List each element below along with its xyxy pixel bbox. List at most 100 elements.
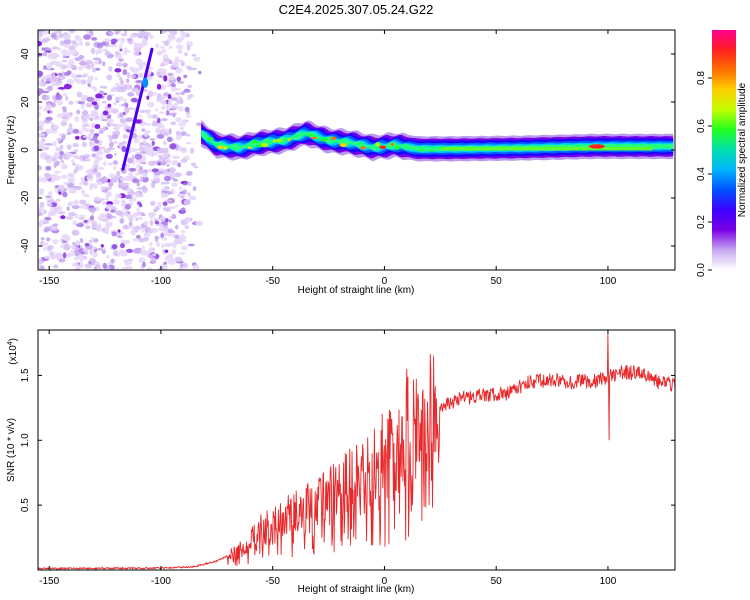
noise-speckle [94,104,99,110]
noise-speckle [154,220,160,225]
noise-speckle [100,186,107,190]
noise-speckle [79,214,86,218]
noise-speckle [124,194,133,199]
signal-core [440,146,653,151]
noise-speckle [111,215,116,219]
noise-speckle [187,94,194,98]
noise-speckle [93,159,100,165]
noise-speckle [70,49,78,56]
y-tick-label: 1.0 [20,433,31,447]
noise-speckle [122,259,130,263]
signal-hotspot [310,136,317,140]
noise-speckle [116,62,123,67]
x-tick-label: -100 [151,576,171,587]
noise-speckle [110,88,115,93]
noise-speckle [184,225,190,229]
noise-speckle [139,109,147,113]
noise-speckle [84,242,90,247]
noise-speckle [82,193,90,198]
noise-speckle [113,153,117,156]
noise-speckle [93,196,101,202]
y-tick-label: 0.5 [20,498,31,512]
noise-speckle [187,84,192,88]
noise-speckle [92,246,98,250]
noise-speckle [73,199,79,206]
noise-speckle [60,174,68,179]
noise-speckle [93,145,100,152]
noise-speckle [161,161,166,166]
noise-speckle [119,218,125,224]
signal-peak [588,144,605,149]
noise-speckle [124,50,132,53]
noise-speckle [45,158,53,164]
spectrogram-noise-region [38,30,203,270]
noise-speckle [154,218,158,222]
spectrogram-x-ticks: -150 -100 -50 0 50 100 [39,30,617,287]
noise-speckle [106,118,114,125]
noise-speckle [158,154,162,158]
noise-speckle [63,39,71,45]
noise-speckle [79,61,87,66]
noise-speckle [76,223,84,228]
noise-speckle [45,116,53,121]
noise-speckle [174,56,180,62]
noise-speckle [55,146,59,151]
noise-speckle [59,144,64,150]
noise-speckle [40,237,45,241]
noise-speckle [38,80,43,86]
noise-speckle [167,72,174,77]
noise-speckle [146,168,153,173]
noise-speckle [87,169,92,173]
noise-speckle [141,245,146,250]
noise-speckle [65,64,70,69]
noise-speckle [126,78,130,84]
noise-speckle [58,155,64,160]
noise-speckle [86,96,95,103]
noise-speckle [72,143,79,148]
noise-speckle [54,170,61,174]
noise-speckle [93,238,99,243]
noise-speckle [150,257,157,264]
noise-speckle [106,214,113,220]
noise-speckle [136,207,140,213]
noise-speckle [122,69,128,76]
noise-speckle [94,124,101,129]
noise-speckle [45,165,52,171]
noise-speckle [127,214,134,221]
noise-speckle [83,34,91,40]
noise-speckle [55,190,59,194]
noise-speckle [114,126,119,131]
noise-speckle [179,252,186,255]
noise-speckle [81,141,87,148]
noise-speckle [44,143,53,146]
colorbar-tick-label: 0.0 [696,263,707,277]
noise-speckle [142,261,146,268]
noise-speckle [139,176,144,183]
noise-speckle [78,75,87,78]
noise-speckle [53,161,57,168]
noise-speckle [117,235,123,239]
x-tick-label: -100 [151,276,171,287]
noise-speckle [120,37,126,42]
noise-speckle [88,60,93,64]
noise-speckle [131,196,137,202]
noise-speckle [38,30,44,33]
noise-speckle [187,66,193,71]
noise-speckle [38,211,43,217]
noise-speckle [114,193,122,199]
noise-speckle [90,47,96,55]
noise-speckle [173,62,180,68]
noise-speckle [91,111,99,118]
noise-speckle [39,192,44,195]
noise-speckle [151,183,155,189]
noise-speckle [162,206,167,211]
signal-hotspot [390,142,395,146]
snr-y-multiplier: (x104) [7,338,19,365]
noise-speckle [138,237,146,243]
noise-speckle [163,242,172,248]
noise-speckle [171,160,176,166]
noise-speckle [96,225,102,232]
noise-speckle [68,172,75,178]
noise-speckle [64,71,71,76]
